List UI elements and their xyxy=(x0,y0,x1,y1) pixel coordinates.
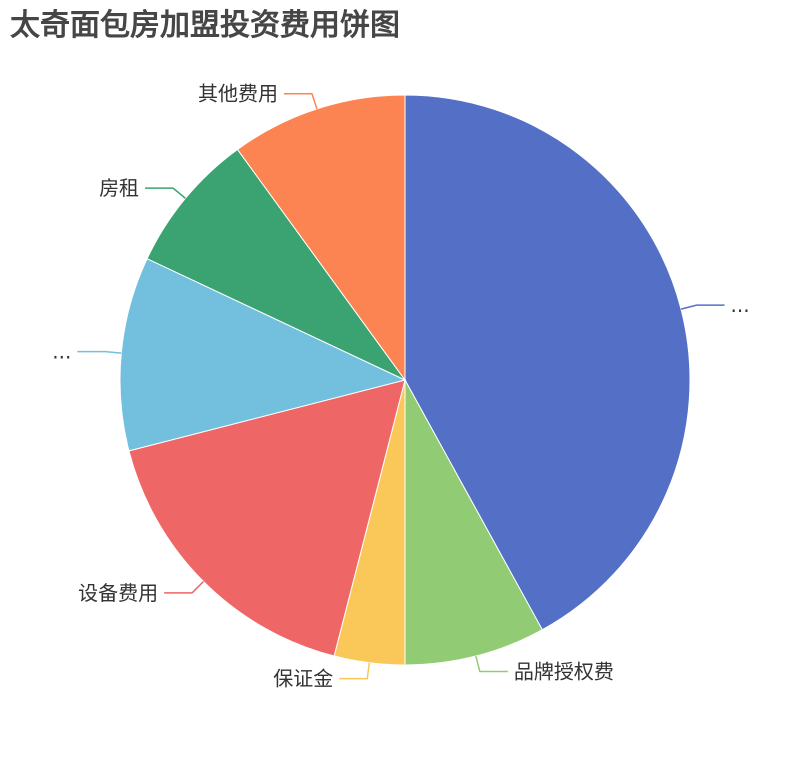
label-leader-5 xyxy=(145,187,186,199)
chart-title: 太奇面包房加盟投资费用饼图 xyxy=(10,8,400,43)
pie-slice-5 xyxy=(146,148,406,381)
slice-label-4: ... xyxy=(52,340,71,364)
slice-label-5: 房租 xyxy=(99,176,139,200)
label-leader-3 xyxy=(164,580,205,594)
slice-label-3: 设备费用 xyxy=(78,581,158,605)
slice-labels: ... 品牌授权费 保证金 设备费用... 房租 其他费用 xyxy=(52,82,749,691)
label-leader-2 xyxy=(339,662,371,680)
slice-label-0: ... xyxy=(731,293,750,317)
label-leader-4 xyxy=(77,350,122,354)
label-leader-1 xyxy=(475,655,508,673)
label-leader-0 xyxy=(680,304,725,310)
pie-slices xyxy=(119,94,691,666)
label-leader-6 xyxy=(283,92,318,110)
label-leaders xyxy=(77,92,725,680)
slice-label-1: 品牌授权费 xyxy=(514,660,614,684)
pie-slice-4 xyxy=(119,257,407,452)
slice-label-2: 保证金 xyxy=(273,667,333,691)
pie-slice-6 xyxy=(236,94,406,382)
pie-slice-0 xyxy=(404,94,691,631)
pie-slice-3 xyxy=(128,379,406,657)
slice-label-6: 其他费用 xyxy=(198,82,278,106)
pie-slice-1 xyxy=(404,379,543,666)
